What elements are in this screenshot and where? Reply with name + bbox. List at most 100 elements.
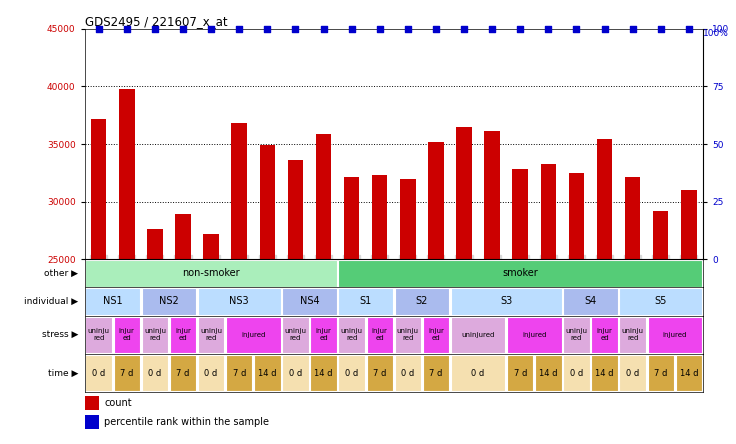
Text: 14 d: 14 d bbox=[258, 369, 277, 377]
Text: 14 d: 14 d bbox=[314, 369, 333, 377]
Text: injur
ed: injur ed bbox=[118, 329, 135, 341]
Text: uninju
red: uninju red bbox=[88, 329, 110, 341]
Text: 100%: 100% bbox=[703, 29, 729, 38]
Text: 0 d: 0 d bbox=[472, 369, 485, 377]
Bar bbox=[198, 355, 224, 391]
Bar bbox=[620, 317, 645, 353]
Bar bbox=[563, 355, 590, 391]
Text: 14 d: 14 d bbox=[539, 369, 558, 377]
Bar bbox=[113, 317, 140, 353]
Text: 0 d: 0 d bbox=[345, 369, 358, 377]
Bar bbox=[367, 317, 393, 353]
Bar bbox=[394, 355, 421, 391]
Bar bbox=[456, 127, 472, 444]
Text: injur
ed: injur ed bbox=[428, 329, 444, 341]
Point bbox=[346, 25, 358, 32]
Bar bbox=[484, 131, 500, 444]
Bar bbox=[85, 288, 140, 315]
Text: uninju
red: uninju red bbox=[144, 329, 166, 341]
Bar bbox=[282, 288, 336, 315]
Point bbox=[402, 25, 414, 32]
Bar bbox=[113, 355, 140, 391]
Text: injured: injured bbox=[662, 332, 687, 338]
Point bbox=[261, 25, 273, 32]
Text: time ▶: time ▶ bbox=[48, 369, 79, 377]
Text: 7 d: 7 d bbox=[177, 369, 190, 377]
Point bbox=[430, 25, 442, 32]
Text: smoker: smoker bbox=[503, 268, 538, 278]
Bar bbox=[428, 142, 444, 444]
Text: 7 d: 7 d bbox=[233, 369, 246, 377]
Bar bbox=[394, 317, 421, 353]
Bar bbox=[597, 139, 612, 444]
Bar bbox=[311, 317, 336, 353]
Point bbox=[93, 25, 105, 32]
Text: 7 d: 7 d bbox=[654, 369, 668, 377]
Bar bbox=[288, 160, 303, 444]
Bar bbox=[422, 317, 449, 353]
Bar bbox=[282, 317, 308, 353]
Bar bbox=[648, 317, 702, 353]
Text: 0 d: 0 d bbox=[570, 369, 583, 377]
Text: injur
ed: injur ed bbox=[597, 329, 612, 341]
Point bbox=[149, 25, 160, 32]
Bar bbox=[507, 355, 534, 391]
Text: injur
ed: injur ed bbox=[372, 329, 388, 341]
Text: NS3: NS3 bbox=[230, 297, 249, 306]
Bar bbox=[282, 355, 308, 391]
Bar bbox=[316, 134, 331, 444]
Point bbox=[598, 25, 610, 32]
Bar bbox=[198, 317, 224, 353]
Text: 7 d: 7 d bbox=[514, 369, 527, 377]
Text: NS1: NS1 bbox=[103, 297, 123, 306]
Text: uninju
red: uninju red bbox=[200, 329, 222, 341]
Bar bbox=[535, 355, 562, 391]
Bar bbox=[170, 317, 197, 353]
Bar bbox=[85, 260, 336, 286]
Text: injured: injured bbox=[241, 332, 266, 338]
Text: S2: S2 bbox=[416, 297, 428, 306]
Bar bbox=[451, 288, 562, 315]
Bar bbox=[394, 288, 449, 315]
Bar bbox=[507, 317, 562, 353]
Text: count: count bbox=[105, 398, 132, 408]
Point bbox=[177, 25, 189, 32]
Point bbox=[233, 25, 245, 32]
Text: uninju
red: uninju red bbox=[565, 329, 587, 341]
Text: 14 d: 14 d bbox=[595, 369, 614, 377]
Bar bbox=[339, 260, 702, 286]
Text: 0 d: 0 d bbox=[205, 369, 218, 377]
Text: injured: injured bbox=[522, 332, 546, 338]
Bar bbox=[451, 317, 506, 353]
Point bbox=[683, 25, 695, 32]
Point bbox=[374, 25, 386, 32]
Point bbox=[486, 25, 498, 32]
Text: percentile rank within the sample: percentile rank within the sample bbox=[105, 417, 269, 427]
Bar bbox=[540, 163, 556, 444]
Text: uninju
red: uninju red bbox=[284, 329, 306, 341]
Bar bbox=[344, 178, 359, 444]
Bar bbox=[591, 317, 618, 353]
Bar bbox=[119, 89, 135, 444]
Bar bbox=[512, 169, 528, 444]
Bar bbox=[147, 229, 163, 444]
Text: S3: S3 bbox=[500, 297, 512, 306]
Point bbox=[458, 25, 470, 32]
Bar bbox=[231, 123, 247, 444]
Text: 0 d: 0 d bbox=[289, 369, 302, 377]
Bar bbox=[563, 288, 618, 315]
Bar bbox=[451, 355, 506, 391]
Bar bbox=[676, 355, 702, 391]
Bar bbox=[142, 288, 197, 315]
Point bbox=[542, 25, 554, 32]
Point bbox=[205, 25, 217, 32]
Text: S1: S1 bbox=[359, 297, 372, 306]
Bar bbox=[625, 178, 640, 444]
Text: injur
ed: injur ed bbox=[316, 329, 331, 341]
Bar bbox=[85, 415, 99, 429]
Bar bbox=[372, 175, 387, 444]
Bar bbox=[226, 355, 252, 391]
Text: stress ▶: stress ▶ bbox=[42, 330, 79, 339]
Text: uninju
red: uninju red bbox=[397, 329, 419, 341]
Text: 7 d: 7 d bbox=[429, 369, 442, 377]
